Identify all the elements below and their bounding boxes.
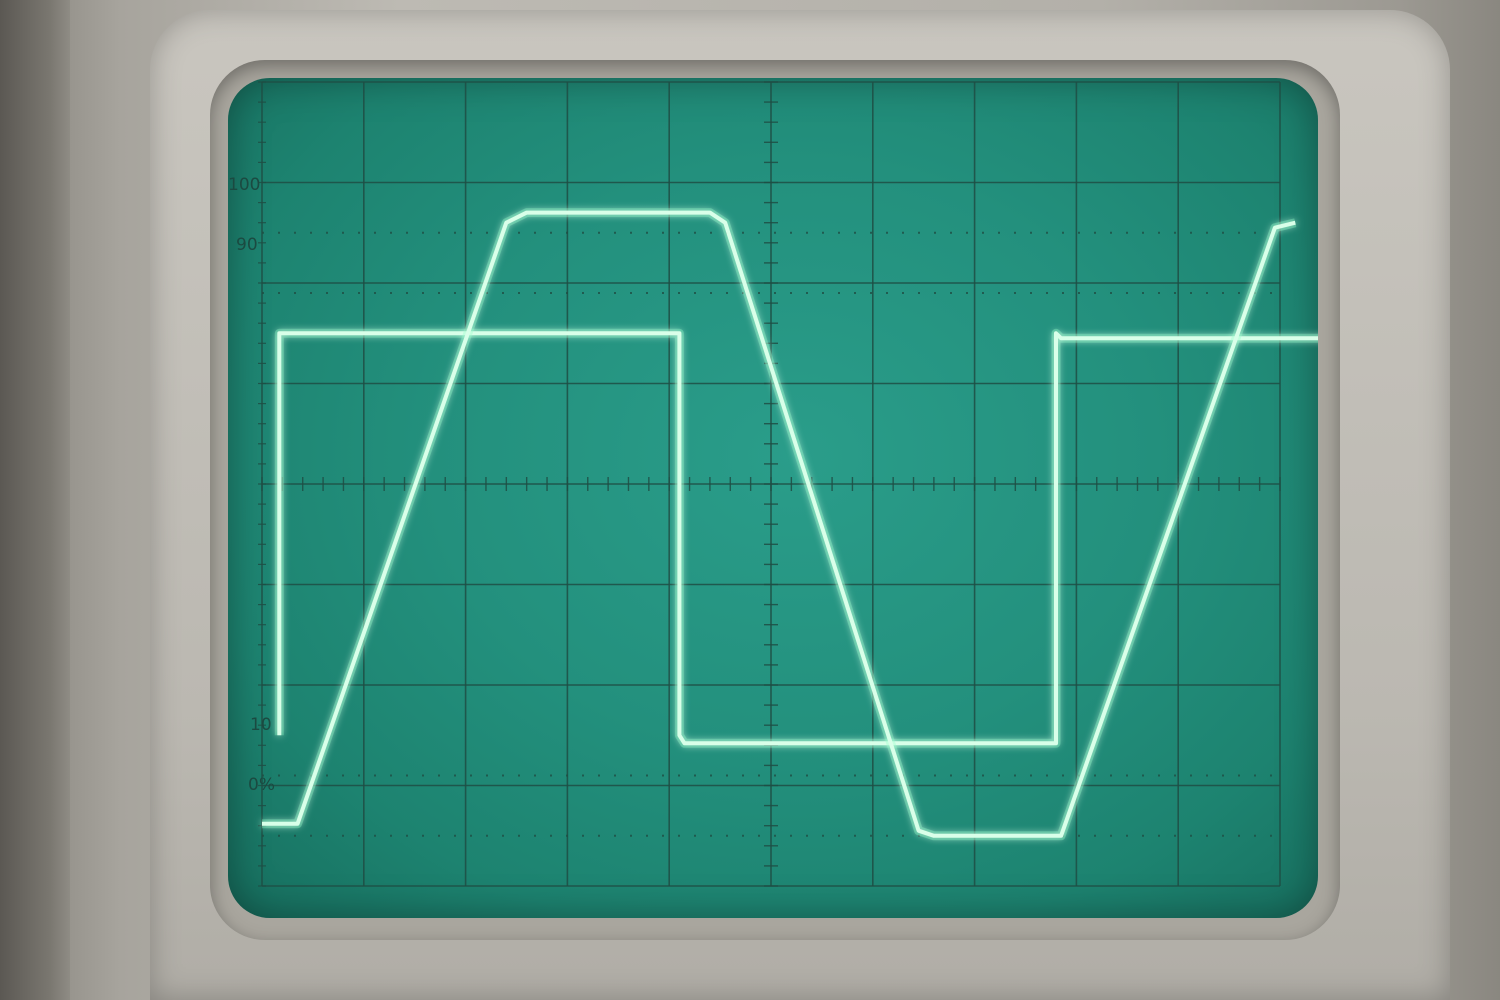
label-90: 90 xyxy=(236,235,258,255)
label-10: 10 xyxy=(250,715,272,735)
label-0-percent: 0% xyxy=(248,775,275,795)
graticule-grid xyxy=(258,81,1281,887)
traces xyxy=(262,208,1318,841)
label-100: 100 xyxy=(228,175,260,195)
graticule-labels: 100 90 10 0% xyxy=(228,175,275,795)
instrument-casing-left xyxy=(0,0,70,1000)
trace-2 xyxy=(262,210,1296,838)
scope-display: 100 90 10 0% xyxy=(228,81,1318,887)
trace-1 xyxy=(277,331,1318,746)
crt-screen: 100 90 10 0% xyxy=(228,78,1318,918)
